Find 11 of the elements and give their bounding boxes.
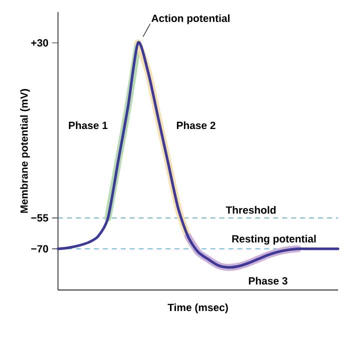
y-axis-title: Membrane potential (mV)	[20, 89, 30, 213]
y-tick-label: −70	[31, 245, 48, 253]
annotation: Phase 2	[176, 121, 216, 130]
annotation: Action potential	[151, 14, 230, 24]
ref-line-label: Resting potential	[232, 234, 316, 245]
annotation: Phase 3	[248, 276, 288, 285]
y-tick-label: +30	[31, 39, 48, 47]
y-tick-label: −55	[31, 214, 48, 222]
annotation: Phase 1	[68, 121, 108, 130]
ref-line-label: Threshold	[226, 206, 276, 214]
x-axis-title: Time (msec)	[168, 303, 228, 314]
